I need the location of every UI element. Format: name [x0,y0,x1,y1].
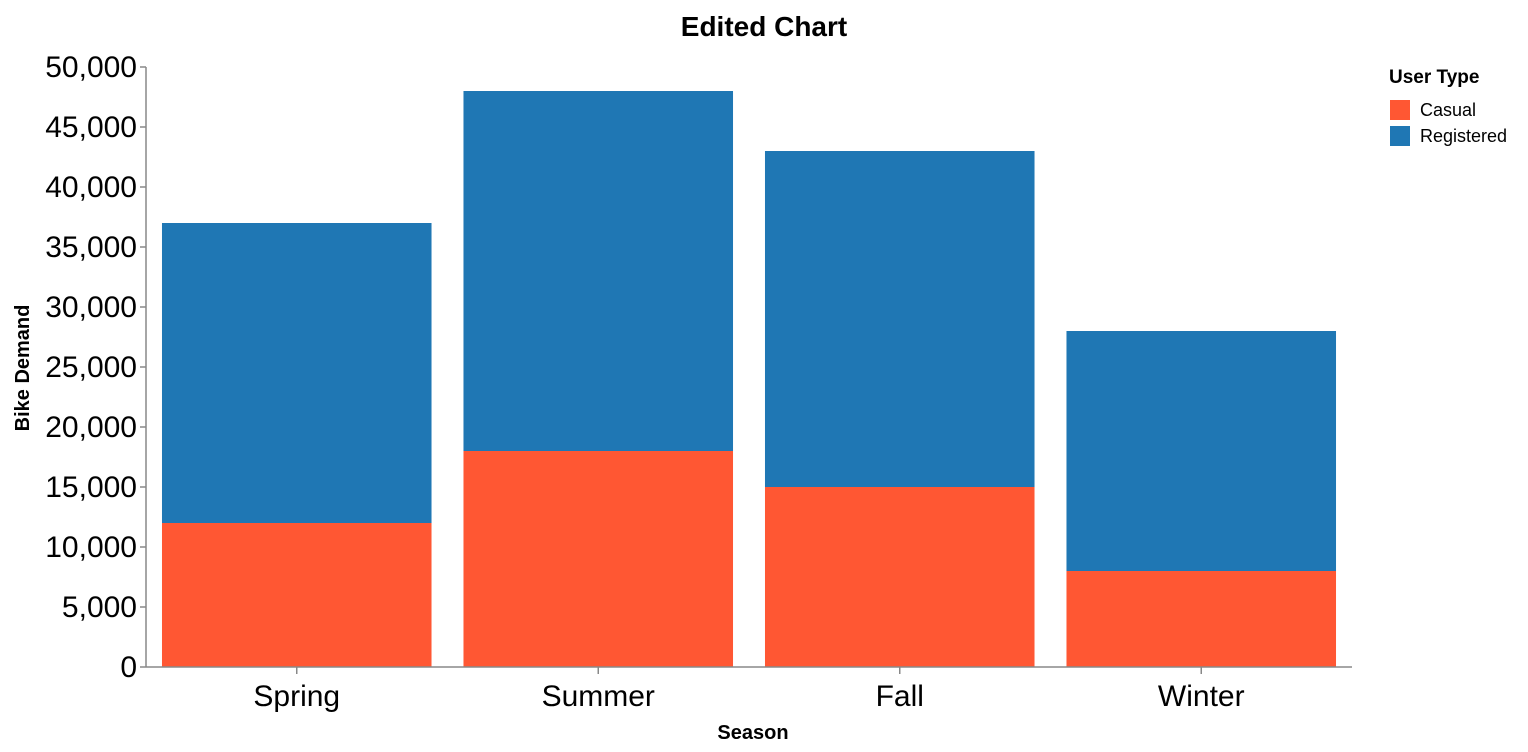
y-tick-label: 40,000 [45,171,137,204]
y-tick-label: 25,000 [45,351,137,384]
y-axis-title: Bike Demand [12,305,34,432]
x-tick-label: Fall [876,680,924,713]
x-tick-label: Summer [542,680,655,713]
y-tick-label: 15,000 [45,471,137,504]
x-tick-label: Spring [253,680,340,713]
bar-registered-winter [1066,331,1337,571]
legend-swatch-casual [1390,100,1410,120]
y-tick-label: 5,000 [62,591,137,624]
x-axis: Spring Summer Fall Winter [146,666,1352,713]
bar-casual-winter [1066,571,1337,667]
bar-casual-spring [161,523,432,667]
y-axis: 0 5,000 10,000 15,000 20,000 25,000 30,000 35,0… [45,51,147,684]
legend-swatch-registered [1390,126,1410,146]
x-axis-title: Season [717,722,788,744]
x-tick-label: Winter [1158,680,1245,713]
chart-title: Edited Chart [681,11,847,42]
y-tick-label: 10,000 [45,531,137,564]
legend-label-registered: Registered [1420,126,1507,146]
bar-registered-summer [463,91,734,451]
legend-title: User Type [1389,67,1479,88]
bar-registered-fall [764,151,1035,487]
bars-layer [161,91,1337,667]
y-tick-label: 35,000 [45,231,137,264]
y-tick-label: 0 [120,651,137,684]
bar-casual-fall [764,487,1035,667]
bar-registered-spring [161,223,432,523]
y-tick-label: 30,000 [45,291,137,324]
bar-casual-summer [463,451,734,667]
y-tick-label: 50,000 [45,51,137,84]
y-tick-label: 45,000 [45,111,137,144]
y-tick-label: 20,000 [45,411,137,444]
legend-label-casual: Casual [1420,100,1476,120]
legend: User Type Casual Registered [1389,67,1507,146]
